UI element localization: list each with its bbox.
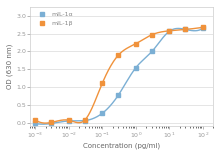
mIL-1α — [68, 120, 70, 122]
mIL-1α — [34, 122, 37, 124]
Legend: mIL-1α, mIL-1β: mIL-1α, mIL-1β — [33, 10, 74, 27]
Y-axis label: OD (630 nm): OD (630 nm) — [7, 44, 13, 89]
mIL-1β — [202, 26, 204, 28]
mIL-1α — [117, 94, 120, 96]
mIL-1α — [135, 67, 137, 68]
mIL-1α — [50, 122, 53, 124]
mIL-1β — [50, 122, 53, 123]
mIL-1β — [135, 43, 137, 45]
mIL-1α — [184, 28, 187, 30]
mIL-1β — [84, 119, 86, 121]
mIL-1β — [168, 30, 171, 32]
mIL-1β — [68, 119, 70, 121]
mIL-1α — [151, 51, 153, 52]
mIL-1β — [117, 54, 120, 56]
mIL-1β — [151, 34, 153, 36]
mIL-1α — [84, 120, 86, 122]
X-axis label: Concentration (pg/ml): Concentration (pg/ml) — [83, 143, 160, 149]
Line: mIL-1β: mIL-1β — [33, 25, 205, 124]
mIL-1β — [101, 82, 104, 84]
mIL-1α — [168, 30, 171, 32]
mIL-1α — [101, 112, 104, 114]
Line: mIL-1α: mIL-1α — [33, 26, 205, 125]
mIL-1β — [184, 28, 187, 30]
mIL-1α — [202, 27, 204, 29]
mIL-1β — [34, 119, 37, 121]
